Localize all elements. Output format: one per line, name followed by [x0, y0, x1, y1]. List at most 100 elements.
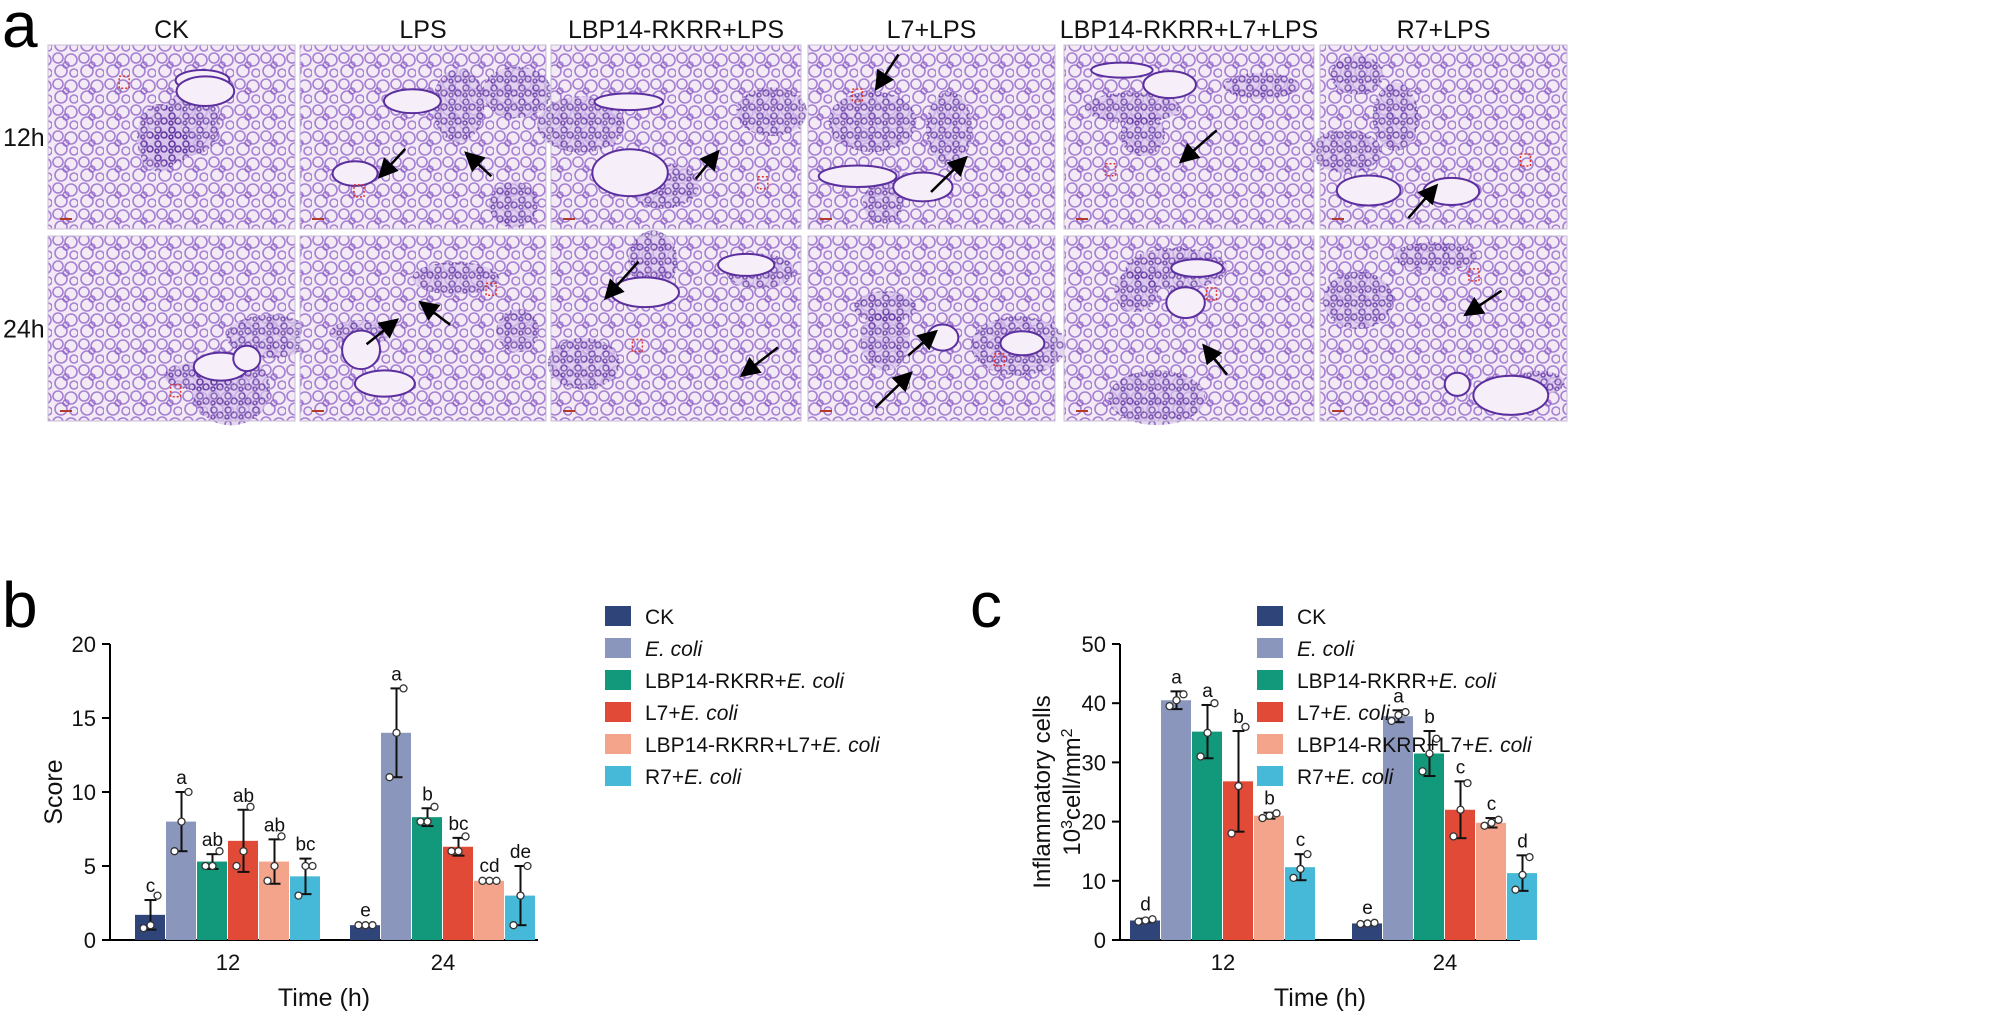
significance-letter: c	[1487, 794, 1497, 815]
data-point	[1179, 690, 1188, 699]
micrograph-tile	[299, 235, 547, 422]
legend-entry: L7+E. coli	[1297, 702, 1391, 725]
data-point	[208, 861, 217, 871]
bar	[197, 861, 227, 940]
significance-letter: b	[422, 784, 433, 805]
y-axis-label: Score	[40, 759, 68, 824]
column-label: LPS	[399, 16, 446, 44]
data-point	[1487, 818, 1496, 827]
row-label: 24h	[3, 316, 45, 344]
data-point	[239, 847, 248, 856]
micrograph-tile	[299, 44, 552, 230]
bar	[1414, 753, 1444, 940]
data-point	[270, 861, 279, 871]
bar	[1161, 700, 1191, 940]
significance-letter: bc	[448, 814, 468, 835]
significance-letter: a	[176, 768, 187, 789]
data-point	[385, 773, 394, 782]
significance-letter: c	[1296, 830, 1306, 851]
data-point	[516, 891, 525, 900]
micrograph-tile	[47, 235, 313, 426]
data-point	[170, 847, 179, 856]
micrograph-tile	[1063, 235, 1315, 426]
significance-letter: a	[1171, 667, 1182, 688]
data-point	[354, 921, 363, 930]
legend-swatch	[605, 766, 631, 786]
significance-letter: d	[1140, 895, 1151, 916]
y-tick-label: 20	[1082, 810, 1106, 835]
legend-entry: L7+E. coli	[645, 702, 739, 725]
significance-letter: c	[146, 876, 156, 897]
significance-letter: a	[391, 664, 402, 685]
y-tick-label: 40	[1082, 691, 1106, 716]
legend-entry: LBP14-RKRR+L7+E. coli	[1297, 734, 1533, 757]
data-point	[1425, 749, 1434, 758]
data-point	[1401, 707, 1410, 717]
data-point	[1148, 915, 1157, 924]
data-point	[215, 847, 224, 856]
micrograph-tile	[47, 44, 296, 230]
data-point	[1234, 781, 1243, 791]
data-point	[392, 728, 401, 737]
significance-letter: ab	[233, 786, 254, 807]
data-point	[308, 861, 317, 871]
legend-swatch	[605, 606, 631, 626]
bar	[443, 846, 473, 940]
x-axis-label: Time (h)	[278, 984, 370, 1012]
data-point	[361, 921, 370, 930]
legend-entry: E. coli	[645, 638, 704, 661]
micrograph-tile	[1310, 44, 1568, 230]
y-tick-label: 0	[84, 928, 96, 953]
legend-swatch	[1257, 638, 1283, 658]
data-point	[201, 861, 210, 871]
x-tick-label: 12	[216, 950, 240, 975]
y-tick-label: 15	[72, 706, 96, 731]
column-label: R7+LPS	[1397, 16, 1491, 44]
data-point	[492, 876, 501, 885]
y-tick-label: 10	[1082, 869, 1106, 894]
row-label: 12h	[3, 124, 45, 152]
y-axis-label-units: 103cell/mm2	[1059, 728, 1087, 855]
data-point	[1525, 852, 1534, 862]
data-point	[146, 921, 155, 930]
micrograph-tile	[537, 44, 807, 230]
data-point	[423, 817, 432, 826]
legend-entry: R7+E. coli	[1297, 766, 1395, 789]
data-point	[277, 832, 286, 841]
data-point	[1518, 870, 1527, 880]
micrograph-tile	[547, 230, 802, 422]
legend-swatch	[605, 734, 631, 754]
data-point	[1296, 864, 1305, 874]
data-point	[184, 787, 193, 797]
y-axis-label: Inflammatory cells	[1029, 695, 1056, 888]
data-point	[416, 817, 425, 826]
significance-letter: a	[1393, 686, 1404, 707]
significance-letter: b	[1233, 707, 1244, 728]
panel-c-letter: c	[970, 569, 1002, 641]
legend-entry: LBP14-RKRR+E. coli	[645, 670, 845, 693]
micrograph-grid: CK LPS LBP14-RKRR+LPS L7+LPS LBP14-RKRR+L7+L…	[3, 16, 1568, 426]
data-point	[1165, 702, 1174, 711]
y-tick-label: 50	[1082, 632, 1106, 657]
bar	[1383, 716, 1413, 940]
significance-letter: ab	[202, 830, 223, 851]
bar	[412, 817, 442, 940]
data-point	[232, 861, 241, 871]
data-point	[454, 847, 463, 856]
data-point	[177, 817, 186, 826]
data-point	[1227, 829, 1236, 838]
x-tick-label: 12	[1211, 950, 1235, 975]
data-point	[153, 891, 162, 900]
legend-entry: R7+E. coli	[645, 766, 743, 789]
data-point	[523, 861, 532, 871]
data-point	[1387, 716, 1396, 726]
legend-swatch	[1257, 606, 1283, 626]
significance-letter: a	[1202, 681, 1213, 702]
bar	[1476, 822, 1506, 940]
column-label: LBP14-RKRR+LPS	[568, 16, 784, 44]
data-point	[263, 876, 272, 885]
data-point	[301, 861, 310, 871]
column-label: LBP14-RKRR+L7+LPS	[1060, 16, 1318, 44]
data-point	[1511, 885, 1520, 894]
